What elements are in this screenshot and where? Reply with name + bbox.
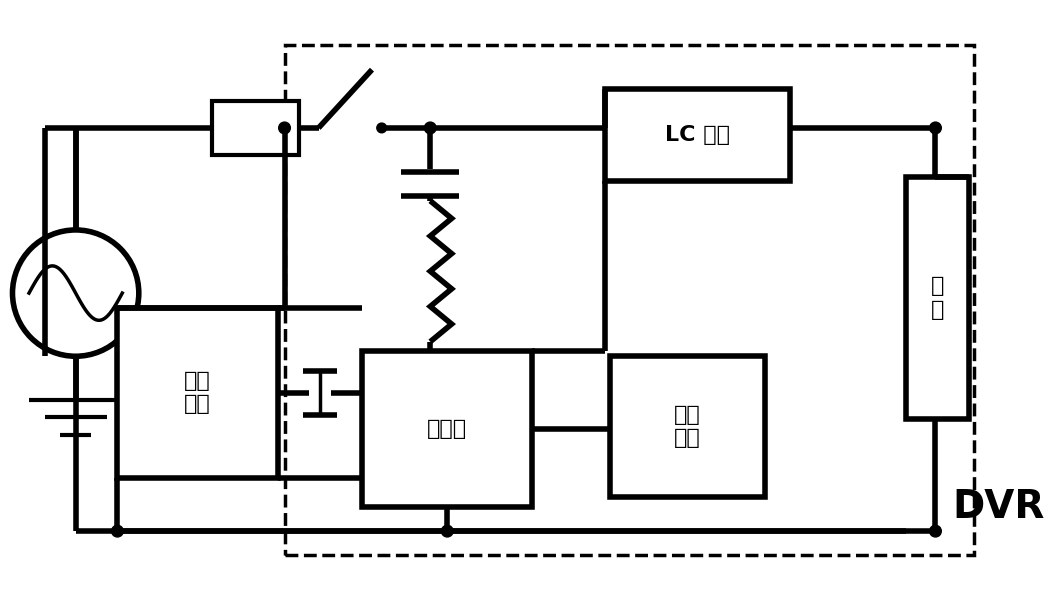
Bar	[285, 45, 974, 556]
Text: 负
载: 负 载	[931, 276, 945, 320]
Circle shape	[111, 525, 123, 537]
Text: LC 滤波: LC 滤波	[665, 125, 730, 145]
Circle shape	[377, 123, 386, 133]
Bar	[118, 308, 278, 478]
Bar	[906, 177, 969, 419]
Text: 逆变器: 逆变器	[427, 419, 467, 439]
Circle shape	[424, 122, 436, 134]
Circle shape	[278, 122, 291, 134]
Bar	[610, 356, 765, 497]
Text: DVR: DVR	[952, 488, 1045, 526]
Bar	[212, 101, 299, 155]
Bar	[362, 352, 532, 507]
Circle shape	[929, 122, 941, 134]
Bar	[605, 89, 790, 181]
Text: 储能
装置: 储能 装置	[184, 371, 211, 415]
Circle shape	[441, 525, 454, 537]
Circle shape	[929, 525, 941, 537]
Text: 控制
电路: 控制 电路	[674, 405, 701, 448]
